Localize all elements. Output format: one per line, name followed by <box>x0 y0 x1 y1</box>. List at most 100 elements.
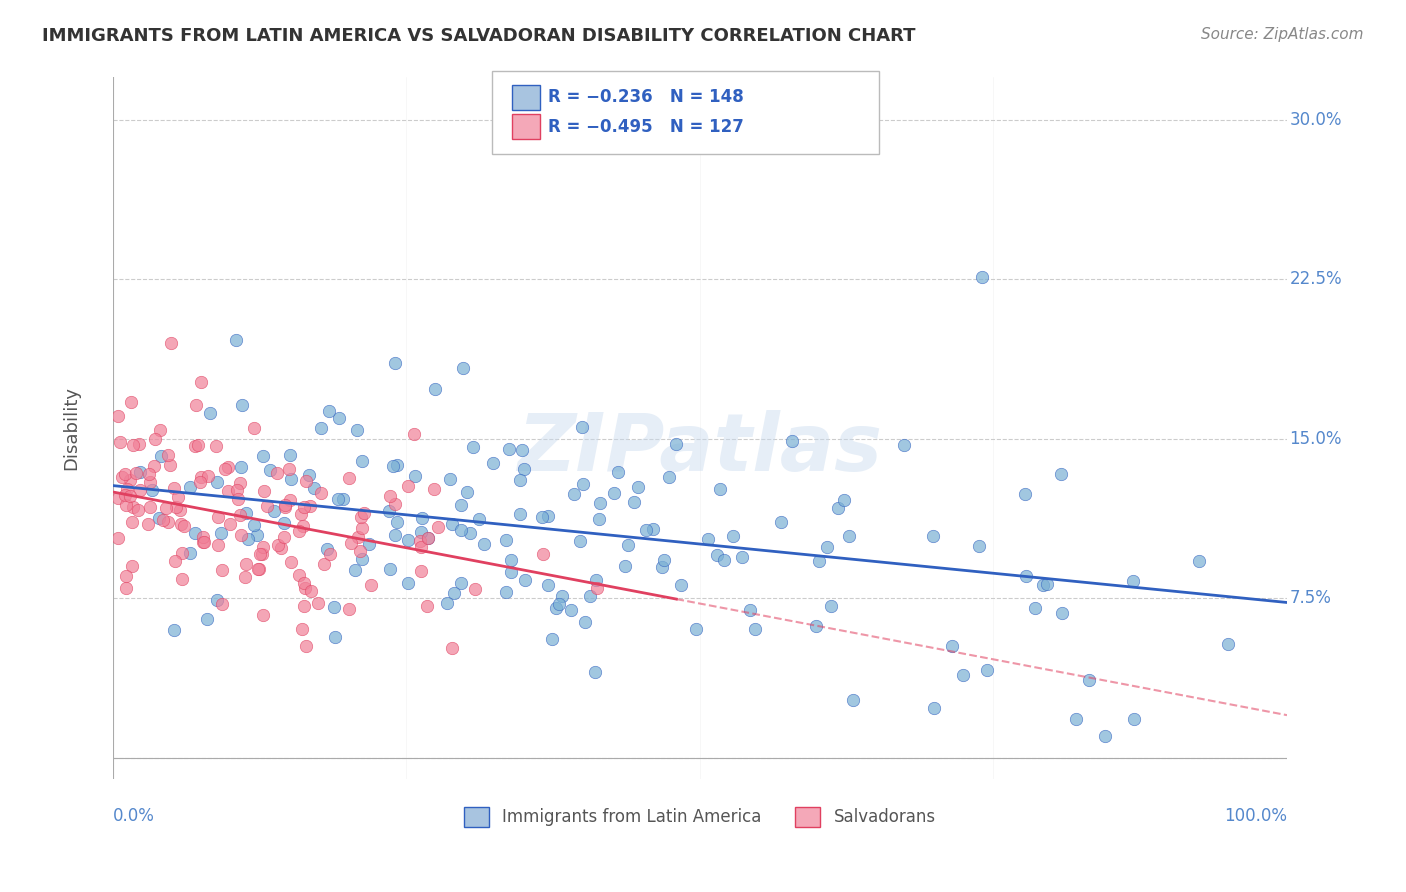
Point <box>309 421 332 435</box>
Point <box>922 701 945 715</box>
Point <box>139 475 162 489</box>
Point <box>536 578 558 592</box>
Point <box>246 528 269 542</box>
Text: 100.0%: 100.0% <box>1225 807 1286 825</box>
Point <box>464 582 486 596</box>
Point <box>107 531 129 545</box>
Point <box>190 470 212 484</box>
Point <box>148 511 170 525</box>
Point <box>536 508 558 523</box>
Point <box>259 463 281 477</box>
Point <box>685 622 707 636</box>
Point <box>574 615 596 629</box>
Point <box>439 472 461 486</box>
Point <box>384 527 406 541</box>
Point <box>384 355 406 369</box>
Point <box>179 546 201 560</box>
Point <box>721 528 744 542</box>
Point <box>114 569 136 583</box>
Point <box>170 572 193 586</box>
Text: Source: ZipAtlas.com: Source: ZipAtlas.com <box>1201 27 1364 42</box>
Point <box>349 544 371 558</box>
Point <box>970 270 993 285</box>
Point <box>207 510 229 524</box>
Point <box>120 489 142 503</box>
Point <box>229 508 252 522</box>
Point <box>696 532 718 546</box>
Point <box>838 529 860 543</box>
Point <box>1024 601 1046 615</box>
Point <box>571 420 593 434</box>
Point <box>267 538 290 552</box>
Point <box>190 376 212 390</box>
Point <box>157 448 180 462</box>
Point <box>827 501 849 516</box>
Text: Disability: Disability <box>62 386 80 470</box>
Point <box>217 460 239 475</box>
Point <box>252 607 274 622</box>
Point <box>509 473 531 487</box>
Point <box>107 409 129 424</box>
Point <box>288 568 311 582</box>
Point <box>226 491 249 506</box>
Point <box>1122 574 1144 589</box>
Point <box>562 487 585 501</box>
Point <box>228 475 250 490</box>
Point <box>1014 569 1036 583</box>
Point <box>128 483 150 497</box>
Point <box>423 482 446 496</box>
Point <box>304 482 326 496</box>
Point <box>163 623 186 637</box>
Point <box>290 508 312 522</box>
Point <box>804 618 827 632</box>
Point <box>252 449 274 463</box>
Point <box>278 448 301 462</box>
Point <box>450 575 472 590</box>
Point <box>186 398 208 412</box>
Point <box>162 482 184 496</box>
Point <box>709 482 731 496</box>
Point <box>1032 578 1054 592</box>
Point <box>278 493 301 508</box>
Point <box>218 517 240 532</box>
Point <box>205 439 228 453</box>
Text: R = −0.495   N = 127: R = −0.495 N = 127 <box>548 118 744 136</box>
Point <box>740 602 762 616</box>
Point <box>1050 467 1073 481</box>
Point <box>706 548 728 562</box>
Point <box>634 523 657 537</box>
Point <box>456 485 478 500</box>
Point <box>138 467 160 481</box>
Point <box>209 526 232 541</box>
Point <box>623 495 645 509</box>
Point <box>299 583 322 598</box>
Point <box>318 403 340 417</box>
Point <box>142 458 165 473</box>
Point <box>152 513 174 527</box>
Point <box>172 546 194 560</box>
Point <box>498 442 520 457</box>
Point <box>127 503 149 517</box>
Point <box>588 512 610 526</box>
Point <box>499 565 522 579</box>
Point <box>1094 730 1116 744</box>
Text: 22.5%: 22.5% <box>1289 270 1341 288</box>
Point <box>326 491 349 506</box>
Point <box>510 442 533 457</box>
Text: 0.0%: 0.0% <box>112 807 155 825</box>
Point <box>713 553 735 567</box>
Point <box>136 517 159 532</box>
Point <box>588 496 610 510</box>
Point <box>295 640 318 654</box>
Point <box>676 132 699 146</box>
Point <box>1050 606 1073 620</box>
Point <box>513 573 536 587</box>
Point <box>278 461 301 475</box>
Point <box>426 519 449 533</box>
Point <box>402 426 425 441</box>
Point <box>270 541 292 556</box>
Point <box>323 630 346 644</box>
Point <box>214 462 236 476</box>
Point <box>165 500 187 514</box>
Point <box>129 465 152 479</box>
